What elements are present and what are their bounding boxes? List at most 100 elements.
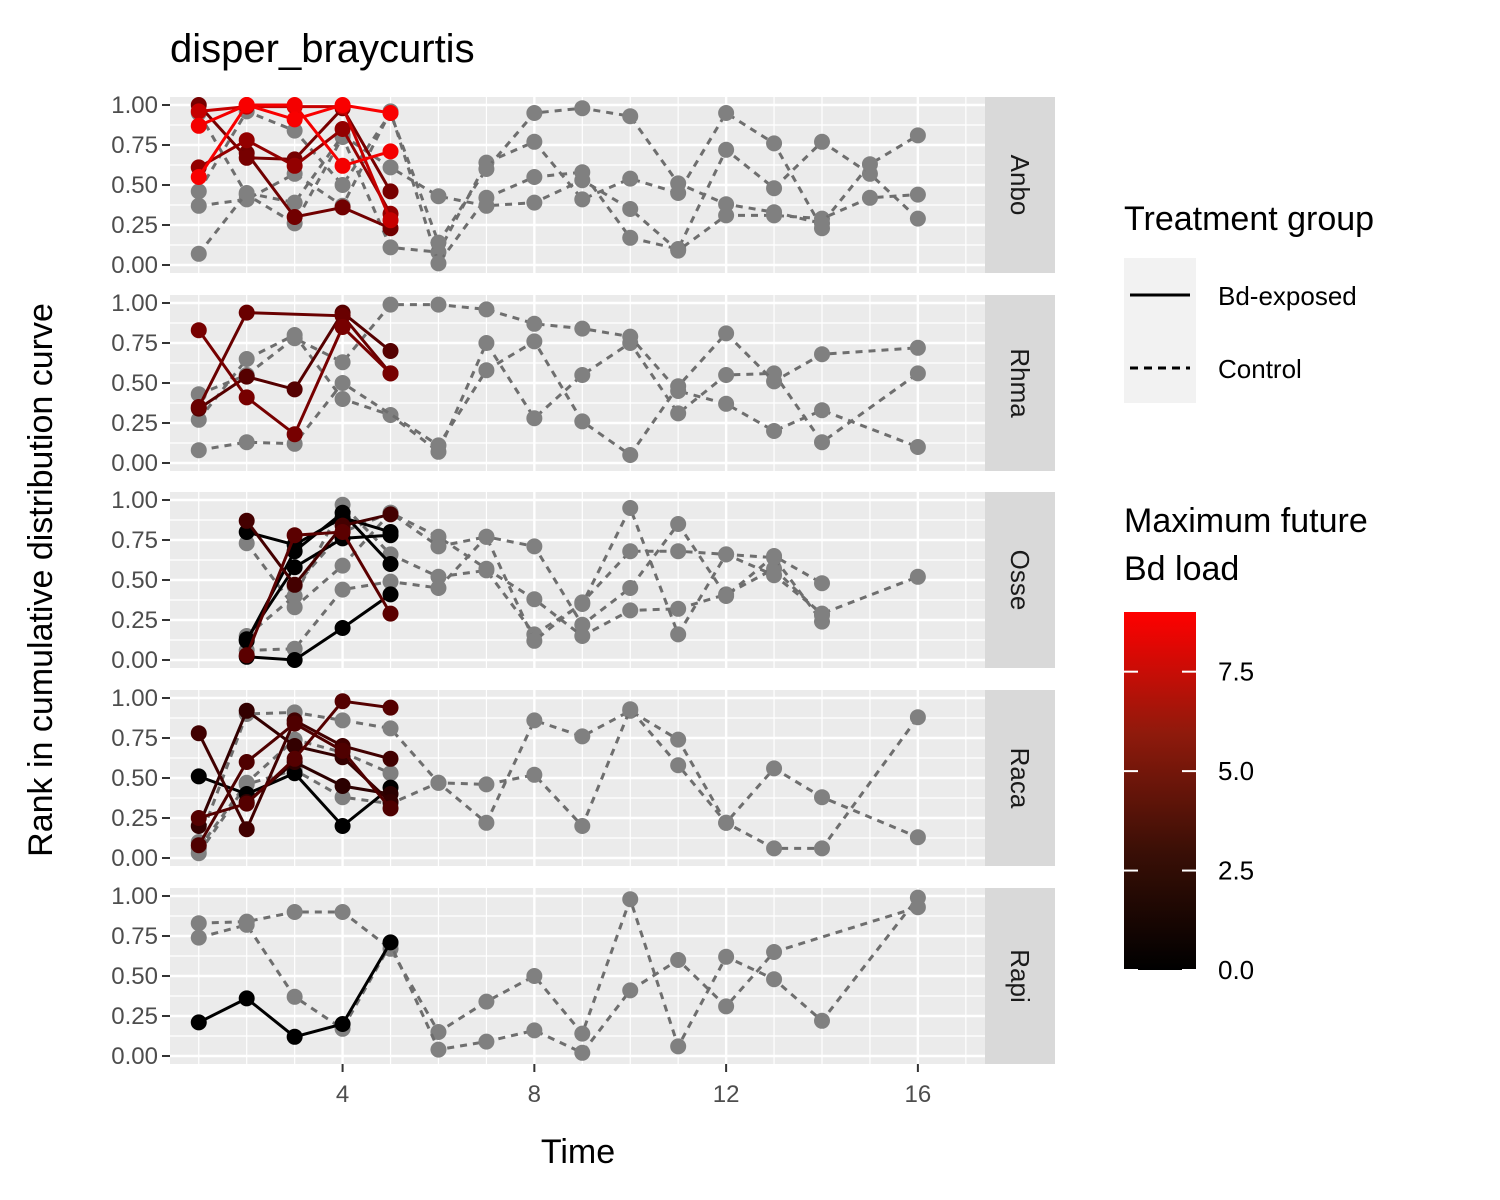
data-point	[574, 616, 591, 633]
y-tick-label: 0.00	[111, 450, 158, 477]
data-point	[286, 738, 303, 754]
data-point	[766, 135, 783, 152]
data-point	[286, 111, 303, 128]
y-tick-label: 0.25	[111, 212, 158, 239]
series-line	[245, 530, 392, 656]
data-point	[718, 998, 735, 1015]
y-tick-label: 0.00	[111, 647, 158, 674]
data-point	[574, 320, 591, 337]
x-tick-label: 12	[713, 1081, 740, 1108]
data-point	[334, 157, 351, 174]
legend-label-bd-exposed: Bd-exposed	[1218, 281, 1357, 311]
data-point	[526, 410, 543, 427]
data-point	[286, 988, 303, 1005]
data-point	[334, 778, 351, 794]
y-tick-label: 1.00	[111, 685, 158, 712]
legend-color-title-line-2: Bd load	[1124, 550, 1239, 588]
data-point	[766, 180, 783, 197]
data-point	[814, 133, 830, 150]
data-point	[382, 934, 399, 951]
data-point	[382, 183, 399, 200]
data-point	[334, 712, 351, 729]
data-point	[334, 581, 351, 598]
data-point	[238, 185, 255, 201]
data-point	[622, 543, 639, 560]
data-point	[478, 301, 495, 318]
data-point	[814, 402, 830, 419]
color-bar-label: 5.0	[1218, 756, 1254, 786]
data-point	[526, 105, 543, 121]
data-point	[334, 818, 351, 834]
data-point	[382, 527, 399, 544]
data-point	[238, 990, 255, 1007]
series-line	[246, 593, 392, 662]
data-point	[622, 500, 639, 516]
series-line	[198, 905, 919, 1055]
data-point	[574, 628, 591, 644]
data-point	[382, 556, 399, 572]
data-point	[382, 212, 399, 229]
y-tick-label: 1.00	[111, 92, 158, 119]
data-point	[382, 699, 399, 716]
data-point	[430, 538, 447, 555]
data-point	[334, 375, 351, 391]
color-bar-ticks: 0.0 2.5 5.0 7.5	[1124, 657, 1254, 985]
y-tick-label: 0.00	[111, 845, 158, 872]
series-control-rapi	[190, 899, 926, 1061]
facet-strip	[985, 295, 1055, 471]
data-point	[286, 715, 303, 732]
data-point	[238, 149, 255, 166]
y-tick-label: 0.00	[111, 252, 158, 279]
data-point	[286, 599, 303, 616]
data-point	[574, 100, 591, 117]
data-point	[286, 527, 303, 544]
data-point	[766, 204, 783, 221]
data-point	[526, 538, 543, 555]
color-bar-label: 2.5	[1218, 856, 1254, 886]
series-line	[197, 333, 919, 455]
data-point	[909, 365, 926, 382]
y-tick-label: 0.75	[111, 725, 158, 752]
data-point	[622, 891, 639, 908]
y-tick-label: 0.25	[111, 410, 158, 437]
data-point	[622, 229, 639, 246]
facet-strip	[985, 492, 1055, 668]
data-point	[766, 549, 783, 566]
facet-strip-label-osse: Osse	[1005, 550, 1035, 611]
facet-panel-rapi: 0.00 0.25 0.50 0.75 1.00 Rapi	[111, 883, 1055, 1070]
data-point	[286, 750, 303, 767]
series-control-rhma	[190, 296, 926, 455]
data-point	[526, 591, 543, 608]
data-point	[238, 368, 255, 385]
data-point	[430, 568, 447, 585]
data-point	[766, 373, 783, 390]
y-tick-label: 0.75	[111, 527, 158, 554]
data-point	[526, 632, 543, 649]
data-point	[670, 757, 687, 774]
data-point	[526, 766, 543, 783]
data-point	[766, 840, 783, 857]
data-point	[430, 1024, 447, 1040]
data-point	[430, 580, 447, 596]
data-point	[670, 175, 687, 192]
data-point	[861, 156, 878, 173]
data-point	[334, 319, 351, 335]
facet-panel-anbo: 0.00 0.25 0.50 0.75 1.00 Anbo	[111, 92, 1055, 279]
data-point	[622, 982, 639, 999]
legend-color-title-line-1: Maximum future	[1124, 502, 1368, 540]
data-point	[718, 948, 735, 965]
data-point	[909, 709, 926, 726]
data-point	[286, 904, 303, 920]
data-point	[190, 322, 207, 339]
data-point	[190, 197, 207, 214]
facet-strip	[985, 97, 1055, 273]
data-point	[430, 437, 447, 454]
data-point	[574, 413, 591, 430]
data-point	[190, 768, 207, 785]
data-point	[190, 837, 207, 854]
data-point	[238, 795, 255, 812]
data-point	[909, 568, 926, 585]
data-point	[382, 765, 399, 782]
data-point	[622, 602, 639, 619]
data-point	[430, 1041, 447, 1058]
